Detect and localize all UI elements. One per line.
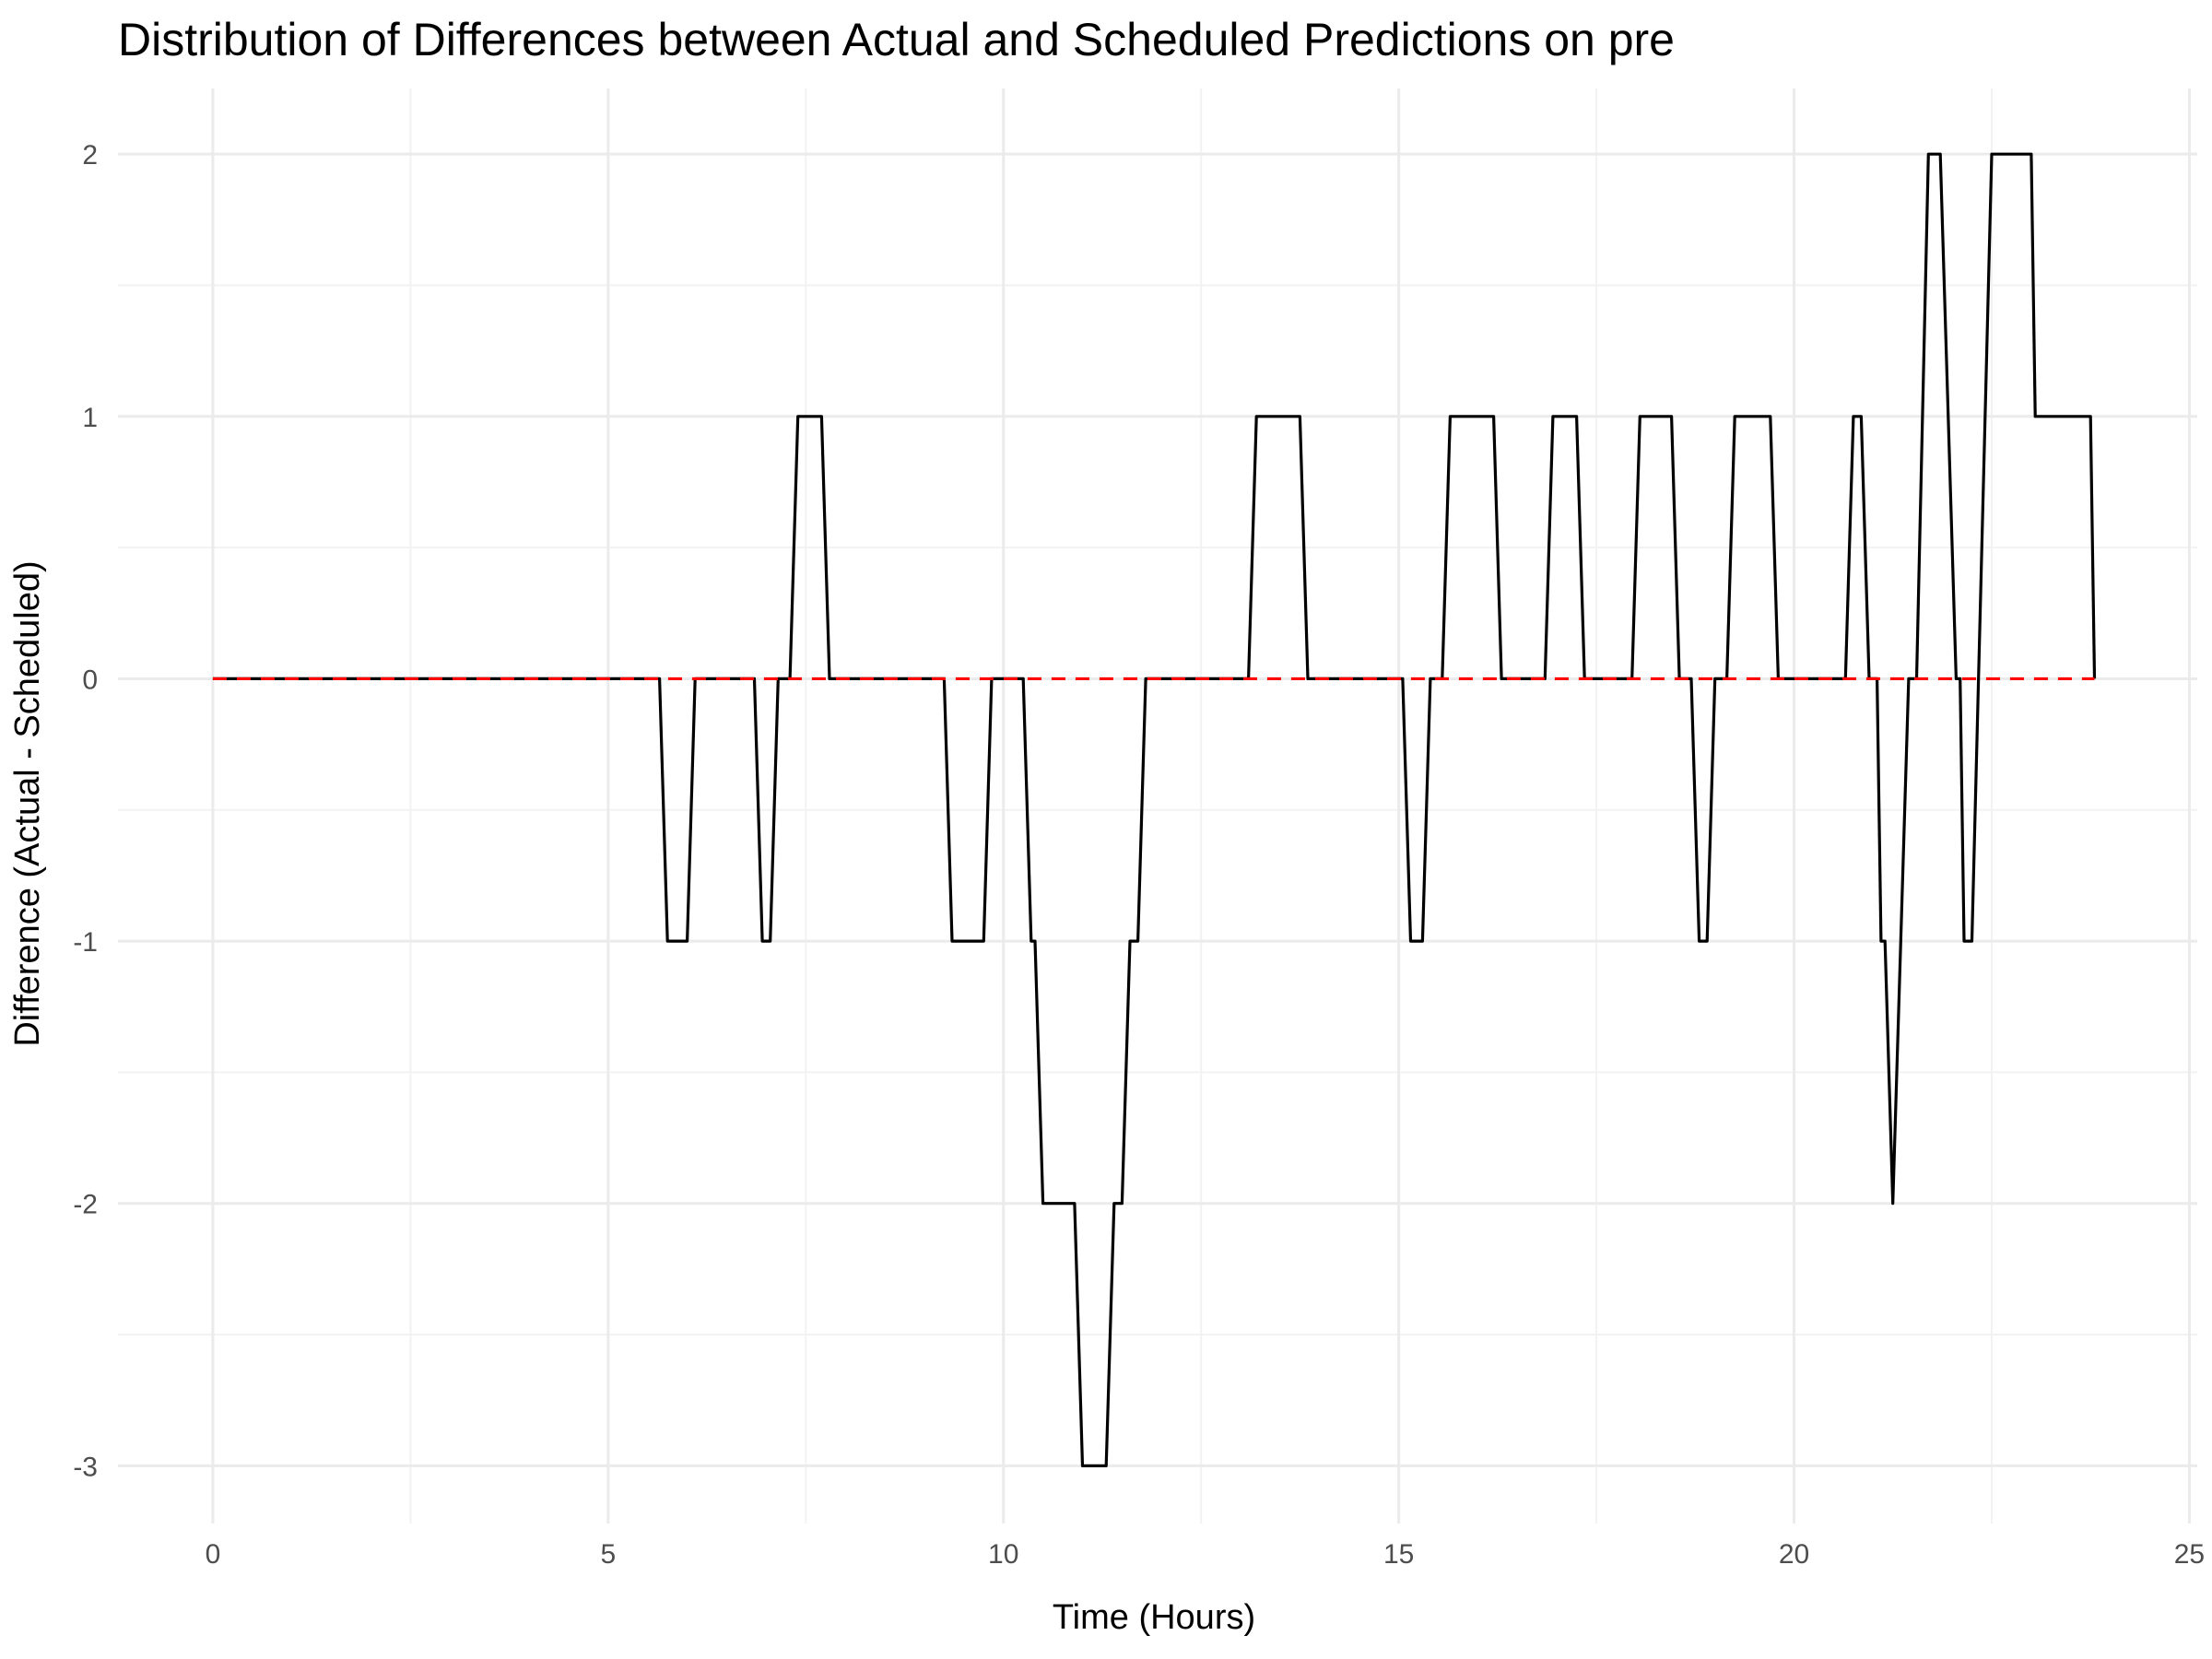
- y-axis-title: Difference (Actual - Scheduled): [8, 560, 47, 1046]
- minor-gridlines: [118, 88, 2197, 1524]
- x-tick-label: 0: [206, 1539, 221, 1570]
- x-tick-label: 25: [2174, 1539, 2205, 1570]
- x-tick-label: 20: [1779, 1539, 1809, 1570]
- y-tick-label: 0: [82, 665, 98, 695]
- y-tick-label: -1: [73, 927, 98, 958]
- x-axis-title: Time (Hours): [1053, 1598, 1255, 1637]
- y-tick-label: -2: [73, 1190, 98, 1220]
- major-gridlines: [118, 88, 2197, 1524]
- series-line: [212, 152, 2097, 1467]
- y-tick-label: -3: [73, 1452, 98, 1482]
- chart-title: Distribution of Differences between Actu…: [118, 14, 1675, 65]
- y-tick-label: 2: [82, 140, 98, 171]
- y-tick-label: 1: [82, 403, 98, 433]
- x-tick-label: 15: [1383, 1539, 1414, 1570]
- y-tick-labels: -3 -2 -1 0 1 2: [73, 140, 98, 1482]
- x-tick-labels: 0 5 10 15 20 25: [206, 1539, 2206, 1570]
- x-tick-label: 5: [600, 1539, 616, 1570]
- x-tick-label: 10: [988, 1539, 1018, 1570]
- series-group: [212, 152, 2097, 1467]
